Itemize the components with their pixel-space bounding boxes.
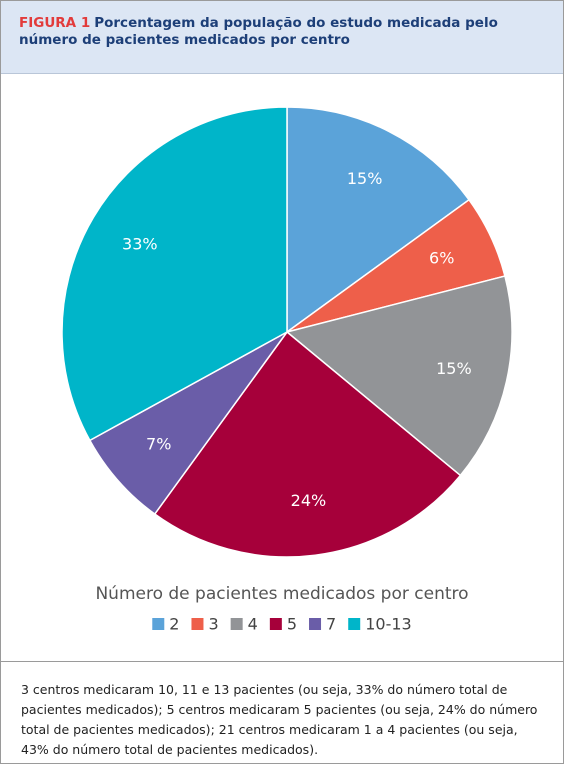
data-label: 15% <box>436 359 472 378</box>
legend-label: 7 <box>326 615 336 634</box>
data-label: 33% <box>122 234 158 253</box>
figure-label: FIGURA 1 <box>19 15 91 31</box>
legend-swatch <box>191 618 204 630</box>
legend-label: 5 <box>287 615 297 634</box>
figure-header: FIGURA 1 Porcentagem da população do estu… <box>1 1 563 74</box>
legend-label: 3 <box>208 615 218 634</box>
data-label: 6% <box>429 249 454 268</box>
legend-label: 10-13 <box>365 615 412 634</box>
data-label: 15% <box>347 169 383 188</box>
legend-swatch <box>230 618 243 630</box>
pie-slice <box>286 106 471 334</box>
data-label: 24% <box>291 491 327 510</box>
legend-title: Número de pacientes medicados por centro <box>95 584 468 604</box>
legend-swatch <box>269 618 282 630</box>
legend-label: 2 <box>169 615 179 634</box>
legend: 2 3 4 5 7 10-13 <box>152 615 412 634</box>
chart-title: Porcentagem da população do estudo medic… <box>19 15 498 48</box>
legend-swatch <box>348 618 361 630</box>
legend-swatch <box>152 618 165 630</box>
legend-label: 4 <box>248 615 258 634</box>
chart: Número de pacientes medicados por centro… <box>61 106 513 634</box>
legend-swatch <box>309 618 322 630</box>
pie-slice <box>153 330 462 558</box>
pie-slice <box>285 275 513 477</box>
data-label: 7% <box>146 435 171 454</box>
pie-slice <box>61 106 288 442</box>
footnote: 3 centros medicaram 10, 11 e 13 paciente… <box>1 661 563 763</box>
